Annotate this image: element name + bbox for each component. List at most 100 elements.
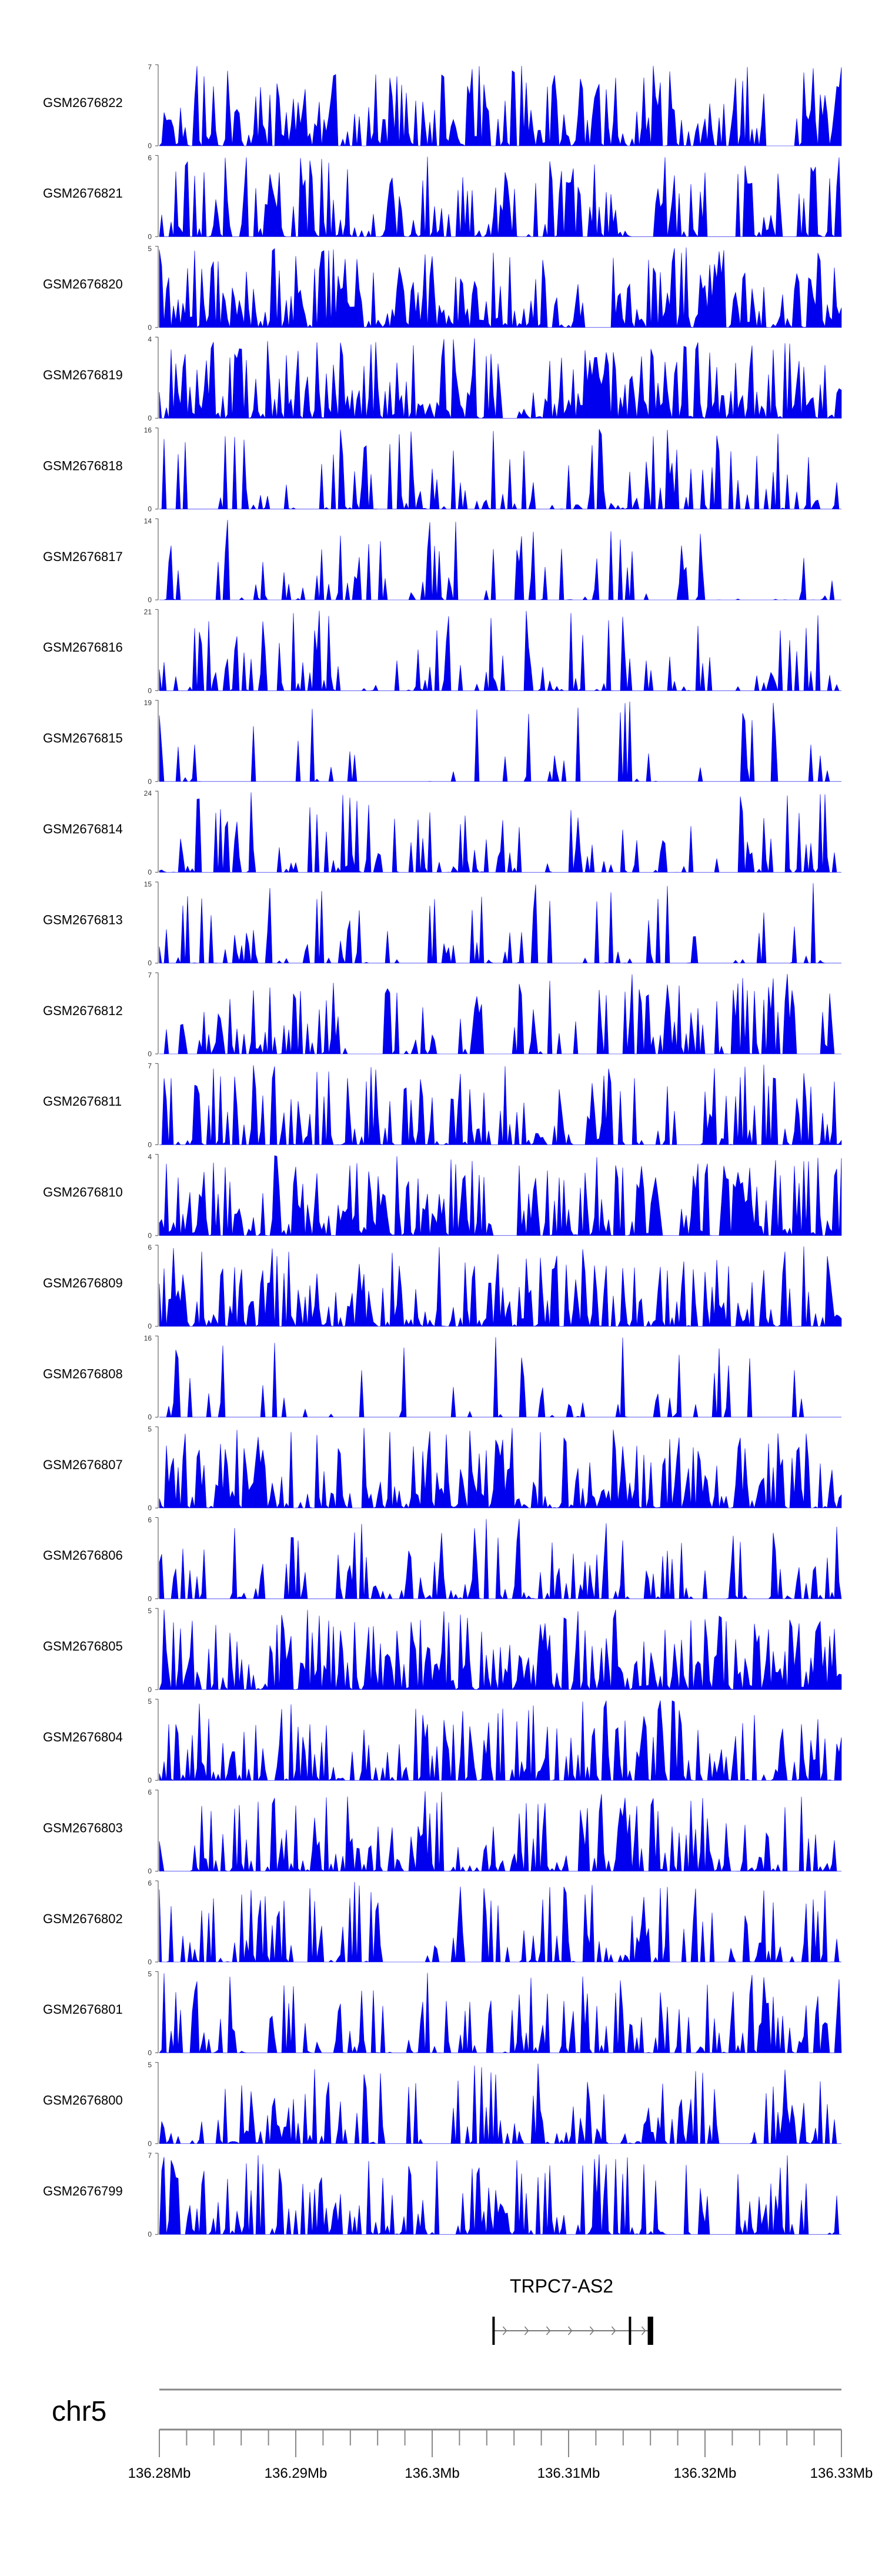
coverage-area [159, 1973, 842, 2054]
y-max-label: 5 [148, 1425, 152, 1433]
track-label: GSM2676821 [43, 186, 123, 201]
coverage-area [159, 973, 841, 1055]
coverage-area [159, 1881, 842, 1963]
y-min-label: 0 [148, 1776, 152, 1784]
axis-tick-label: 136.28Mb [128, 2465, 191, 2481]
track-label: GSM2676802 [43, 1911, 123, 1926]
y-min-label: 0 [148, 2230, 152, 2238]
strand-arrow-icon [641, 2326, 646, 2335]
strand-arrow-icon [524, 2326, 529, 2335]
coverage-area [159, 156, 842, 238]
track-GSM2676799: GSM2676799 7 0 [43, 2151, 841, 2238]
y-max-label: 14 [144, 517, 152, 525]
genome-axis: chr5 136.28Mb 136.29Mb 136.3Mb 136.31Mb 136.… [52, 2388, 873, 2481]
coverage-area [159, 2063, 841, 2144]
coverage-area [159, 1427, 842, 1509]
track-label: GSM2676804 [43, 1730, 123, 1744]
track-label: GSM2676815 [43, 731, 123, 746]
y-max-label: 5 [148, 1697, 152, 1706]
axis-tick-label: 136.33Mb [810, 2465, 873, 2481]
track-label: GSM2676822 [43, 95, 123, 110]
chromosome-label: chr5 [52, 2396, 106, 2427]
gene-model [492, 2317, 653, 2345]
track-label: GSM2676809 [43, 1276, 123, 1290]
coverage-area [159, 2154, 841, 2235]
y-min-label: 0 [148, 1958, 152, 1966]
track-label: GSM2676806 [43, 1548, 123, 1563]
track-GSM2676815: GSM2676815 19 0 [43, 699, 841, 786]
track-GSM2676806: GSM2676806 6 0 [43, 1516, 842, 1603]
coverage-area [159, 1155, 842, 1236]
y-min-label: 0 [148, 1322, 152, 1330]
y-max-label: 15 [144, 880, 152, 889]
y-min-label: 0 [148, 868, 152, 876]
track-GSM2676807: GSM2676807 5 0 [43, 1425, 842, 1512]
y-max-label: 6 [148, 1788, 152, 1797]
gene-label: TRPC7-AS2 [510, 2275, 613, 2297]
y-max-label: 5 [148, 1607, 152, 1615]
track-GSM2676809: GSM2676809 6 0 [43, 1243, 842, 1330]
track-label: GSM2676813 [43, 912, 123, 927]
track-GSM2676811: GSM2676811 7 0 [43, 1062, 842, 1149]
track-GSM2676801: GSM2676801 5 0 [43, 1970, 842, 2057]
gene-annotation: TRPC7-AS2 [492, 2275, 653, 2345]
track-GSM2676819: GSM2676819 4 0 [43, 335, 842, 422]
track-GSM2676804: GSM2676804 5 0 [43, 1697, 842, 1784]
track-label: GSM2676819 [43, 368, 123, 382]
axis-tick-label: 136.29Mb [265, 2465, 328, 2481]
coverage-tracks: GSM267682270GSM267682160GSM267682050GSM2… [43, 63, 842, 2238]
exon-1 [492, 2317, 495, 2345]
track-label: GSM2676808 [43, 1366, 123, 1381]
track-label: GSM2676820 [43, 277, 123, 292]
track-GSM2676802: GSM2676802 6 0 [43, 1879, 842, 1966]
strand-arrow-icon [567, 2326, 573, 2335]
y-max-label: 19 [144, 699, 152, 707]
y-max-label: 6 [148, 154, 152, 162]
coverage-area [159, 883, 841, 963]
coverage-area [159, 247, 842, 328]
y-min-label: 0 [148, 505, 152, 513]
y-max-label: 6 [148, 1879, 152, 1887]
y-max-label: 7 [148, 63, 152, 71]
track-label: GSM2676799 [43, 2184, 123, 2198]
y-max-label: 6 [148, 1516, 152, 1524]
strand-arrow-icon [589, 2326, 594, 2335]
y-max-label: 4 [148, 335, 152, 343]
y-max-label: 7 [148, 1062, 152, 1070]
track-GSM2676820: GSM2676820 5 0 [43, 245, 842, 332]
y-max-label: 16 [144, 426, 152, 435]
y-min-label: 0 [148, 2140, 152, 2148]
track-GSM2676816: GSM2676816 21 0 [43, 608, 841, 695]
track-GSM2676810: GSM2676810 4 0 [43, 1153, 842, 1240]
track-label: GSM2676805 [43, 1639, 123, 1654]
y-max-label: 5 [148, 2061, 152, 2069]
track-GSM2676800: GSM2676800 5 0 [43, 2061, 841, 2148]
y-min-label: 0 [148, 142, 152, 150]
coverage-area [159, 519, 841, 600]
coverage-area [159, 65, 842, 147]
track-label: GSM2676810 [43, 1185, 123, 1200]
track-GSM2676814: GSM2676814 24 0 [43, 789, 842, 876]
track-GSM2676821: GSM2676821 6 0 [43, 154, 842, 241]
track-label: GSM2676801 [43, 2002, 123, 2017]
track-GSM2676822: GSM2676822 7 0 [43, 63, 842, 150]
y-min-label: 0 [148, 1140, 152, 1149]
track-GSM2676805: GSM2676805 5 0 [43, 1607, 842, 1694]
track-GSM2676818: GSM2676818 16 0 [43, 426, 841, 513]
coverage-area [159, 429, 841, 510]
track-GSM2676808: GSM2676808 16 0 [43, 1334, 841, 1422]
y-max-label: 16 [144, 1334, 152, 1343]
y-max-label: 24 [144, 789, 152, 798]
track-label: GSM2676811 [43, 1094, 122, 1109]
track-label: GSM2676800 [43, 2093, 123, 2108]
track-GSM2676812: GSM2676812 7 0 [43, 971, 841, 1058]
y-max-label: 21 [144, 608, 152, 616]
strand-arrow-icon [502, 2326, 507, 2335]
coverage-area [159, 1065, 842, 1146]
y-min-label: 0 [148, 1594, 152, 1603]
axis-tick-label: 136.32Mb [674, 2465, 737, 2481]
y-min-label: 0 [148, 778, 152, 786]
y-min-label: 0 [148, 959, 152, 967]
axis-tick-label: 136.31Mb [537, 2465, 600, 2481]
